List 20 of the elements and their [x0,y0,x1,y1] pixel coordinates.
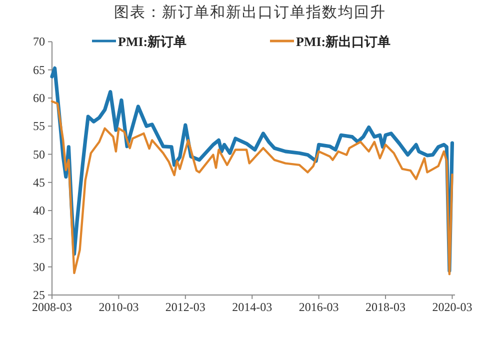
y-tick-label: 40 [33,204,45,218]
x-tick-label: 2012-03 [165,300,206,314]
y-tick-label: 65 [33,62,45,77]
y-tick-label: 55 [33,119,45,134]
legend-label: PMI:新订单 [118,34,187,49]
y-tick-label: 50 [33,147,45,162]
y-tick-label: 25 [33,288,45,302]
chart-title: 图表：新订单和新出口订单指数均回升 [114,4,386,21]
x-tick-label: 2008-03 [32,300,72,314]
y-tick-label: 70 [33,34,45,49]
y-tick-label: 60 [33,90,45,105]
y-tick-label: 45 [33,175,45,190]
legend-label: PMI:新出口订单 [296,34,391,49]
x-tick-label: 2016-03 [298,300,339,314]
y-tick-label: 35 [33,232,45,246]
x-tick-label: 2014-03 [232,300,272,314]
x-tick-label: 2010-03 [98,300,139,314]
x-tick-label: 2018-03 [366,300,406,314]
x-tick-label: 2020-03 [432,300,472,314]
y-tick-label: 30 [33,260,45,274]
